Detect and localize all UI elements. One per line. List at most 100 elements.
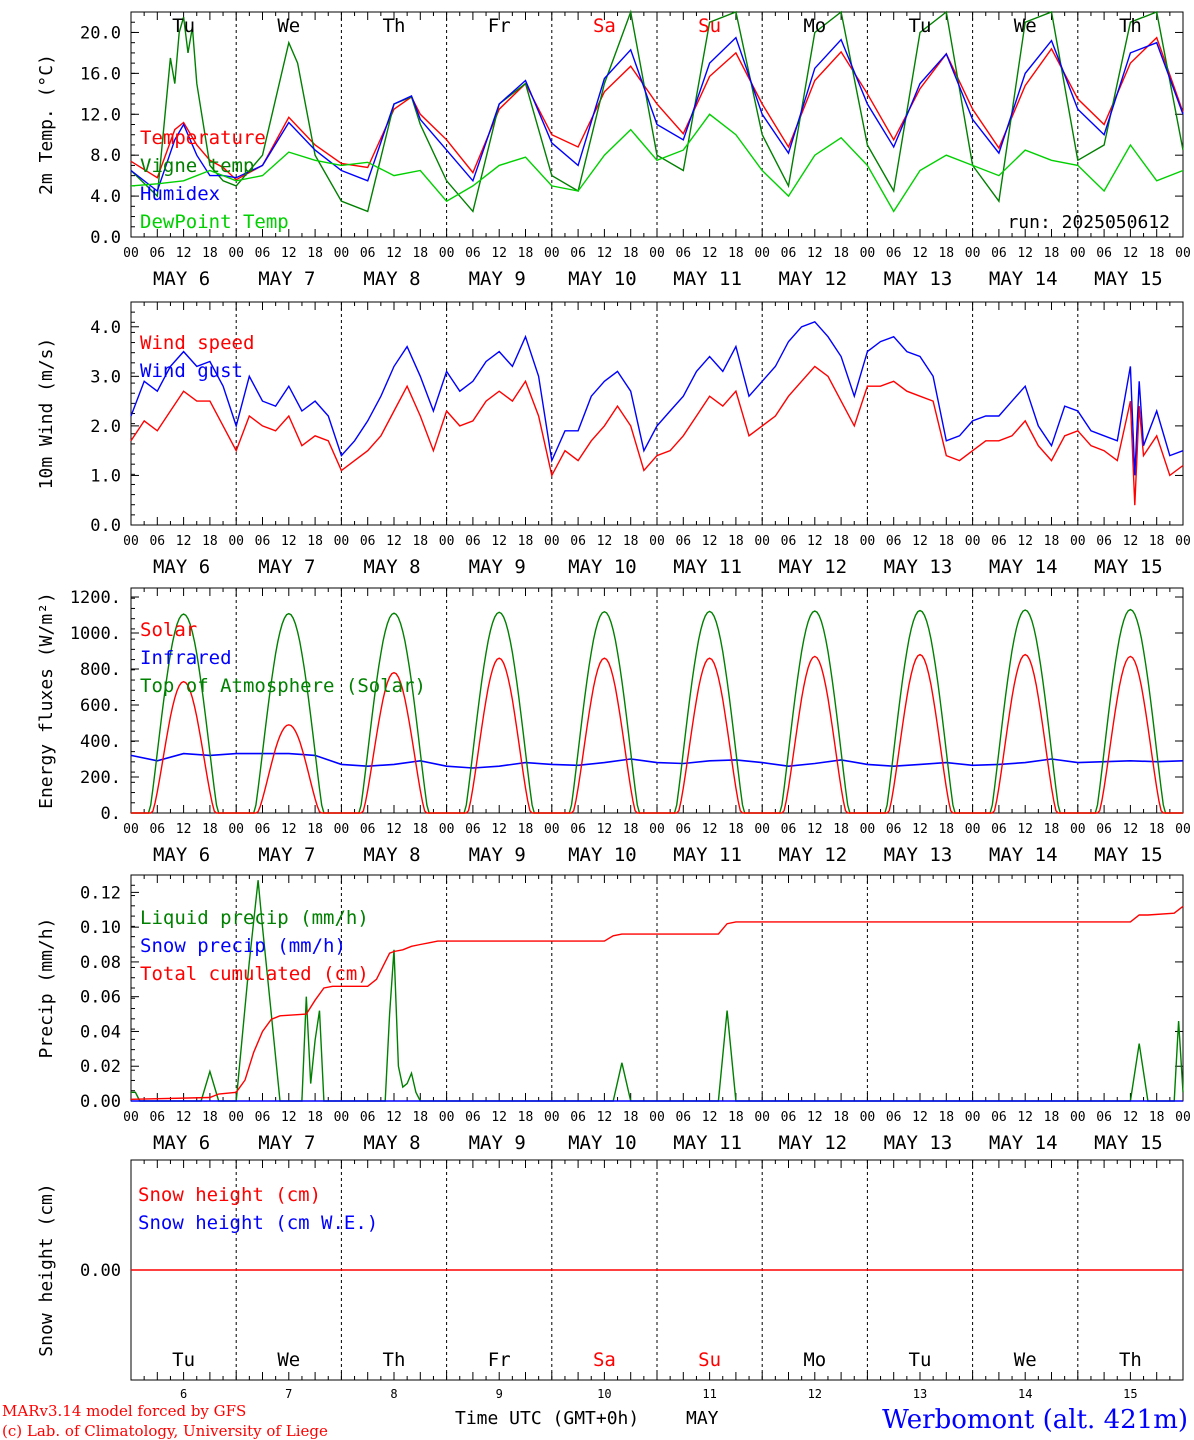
series-wind-wind-speed <box>130 365 1184 506</box>
hour-tick-label: 18 <box>518 1110 534 1125</box>
hour-tick-label: 06 <box>781 822 797 837</box>
hour-tick-label: 06 <box>781 534 797 549</box>
hour-tick-label: 06 <box>149 1110 165 1125</box>
hour-tick-label: 12 <box>491 822 507 837</box>
hour-tick-label: 00 <box>1175 246 1191 261</box>
series-energy-infrared <box>130 752 1184 769</box>
hour-tick-label: 18 <box>1149 534 1165 549</box>
weekday-label: Su <box>698 15 721 37</box>
hour-tick-label: 12 <box>281 1110 297 1125</box>
hour-tick-label: 18 <box>412 822 428 837</box>
series-temp-vigne-temp <box>130 9 1184 213</box>
hour-tick-label: 12 <box>176 534 192 549</box>
y-tick-label: 1200. <box>70 588 121 608</box>
y-axis-title: 2m Temp. (°C) <box>36 54 57 195</box>
day-number-label: 10 <box>597 1387 611 1401</box>
hour-tick-label: 00 <box>860 1110 876 1125</box>
legend-entry: Vigne temp <box>140 155 254 177</box>
hour-tick-label: 18 <box>1149 1110 1165 1125</box>
weekday-label-bottom: Tu <box>172 1349 195 1371</box>
hour-tick-label: 06 <box>781 246 797 261</box>
hour-tick-label: 00 <box>544 1110 560 1125</box>
hour-tick-label: 12 <box>807 822 823 837</box>
hour-tick-label: 18 <box>833 822 849 837</box>
date-label: MAY 13 <box>884 268 953 290</box>
hour-tick-label: 06 <box>1096 534 1112 549</box>
y-tick-label: 1000. <box>70 624 121 644</box>
weekday-label-bottom: Su <box>698 1349 721 1371</box>
y-tick-label: 0.04 <box>80 1022 121 1042</box>
hour-tick-label: 06 <box>465 246 481 261</box>
weekday-label-bottom: Mo <box>803 1349 826 1371</box>
hour-tick-label: 18 <box>1044 534 1060 549</box>
hour-tick-label: 12 <box>597 534 613 549</box>
hour-tick-label: 12 <box>807 246 823 261</box>
date-label: MAY 12 <box>778 844 847 866</box>
hour-tick-label: 12 <box>281 822 297 837</box>
y-tick-label: 0.00 <box>80 1261 121 1281</box>
series-wind-wind-gust <box>130 320 1184 476</box>
day-number-label: 7 <box>285 1387 292 1401</box>
day-number-label: 15 <box>1123 1387 1137 1401</box>
hour-tick-label: 06 <box>360 246 376 261</box>
date-label: MAY 6 <box>153 844 210 866</box>
date-label: MAY 12 <box>778 268 847 290</box>
hour-tick-label: 18 <box>307 534 323 549</box>
hour-tick-label: 12 <box>386 1110 402 1125</box>
hour-tick-label: 18 <box>412 1110 428 1125</box>
date-label: MAY 11 <box>673 844 742 866</box>
hour-tick-label: 00 <box>754 534 770 549</box>
series-temp-dewpoint-temp <box>130 113 1184 213</box>
hour-tick-label: 00 <box>123 822 139 837</box>
hour-tick-label: 18 <box>518 246 534 261</box>
date-label: MAY 7 <box>258 268 315 290</box>
date-label: MAY 14 <box>989 556 1058 578</box>
hour-tick-label: 06 <box>675 1110 691 1125</box>
hour-tick-label: 12 <box>702 822 718 837</box>
hour-tick-label: 12 <box>281 246 297 261</box>
hour-tick-label: 06 <box>1096 822 1112 837</box>
date-label: MAY 10 <box>568 1132 637 1154</box>
hour-tick-label: 06 <box>991 534 1007 549</box>
hour-tick-label: 12 <box>1017 1110 1033 1125</box>
date-label: MAY 15 <box>1094 556 1163 578</box>
hour-tick-label: 18 <box>202 246 218 261</box>
hour-tick-label: 12 <box>702 246 718 261</box>
hour-tick-label: 12 <box>702 1110 718 1125</box>
legend-entry: Top of Atmosphere (Solar) <box>140 675 426 697</box>
date-label: MAY 11 <box>673 556 742 578</box>
hour-tick-label: 12 <box>386 822 402 837</box>
hour-tick-label: 12 <box>491 534 507 549</box>
date-label: MAY 14 <box>989 844 1058 866</box>
hour-tick-label: 06 <box>570 534 586 549</box>
hour-tick-label: 12 <box>912 822 928 837</box>
y-tick-label: 4.0 <box>90 318 121 338</box>
hour-tick-label: 06 <box>360 1110 376 1125</box>
date-label: MAY 12 <box>778 556 847 578</box>
y-tick-label: 0.0 <box>90 228 121 248</box>
hour-tick-label: 00 <box>754 822 770 837</box>
hour-tick-label: 00 <box>649 246 665 261</box>
hour-tick-label: 06 <box>675 534 691 549</box>
hour-tick-label: 06 <box>255 822 271 837</box>
hour-tick-label: 18 <box>728 822 744 837</box>
date-label: MAY 10 <box>568 556 637 578</box>
hour-tick-label: 06 <box>570 822 586 837</box>
series-temp-humidex <box>130 36 1184 193</box>
hour-tick-label: 18 <box>1149 822 1165 837</box>
panel-frame-energy <box>130 587 1184 814</box>
hour-tick-label: 12 <box>176 1110 192 1125</box>
hour-tick-label: 18 <box>1149 246 1165 261</box>
hour-tick-label: 18 <box>1044 822 1060 837</box>
series-lines <box>130 9 1184 1271</box>
hour-tick-label: 18 <box>623 822 639 837</box>
hour-tick-label: 00 <box>754 1110 770 1125</box>
hour-tick-label: 00 <box>123 534 139 549</box>
hour-tick-label: 18 <box>412 246 428 261</box>
hour-tick-label: 18 <box>202 534 218 549</box>
hour-tick-label: 00 <box>228 822 244 837</box>
footer-lab: (c) Lab. of Climatology, University of L… <box>2 1422 328 1440</box>
date-label: MAY 8 <box>363 844 420 866</box>
date-label: MAY 14 <box>989 1132 1058 1154</box>
